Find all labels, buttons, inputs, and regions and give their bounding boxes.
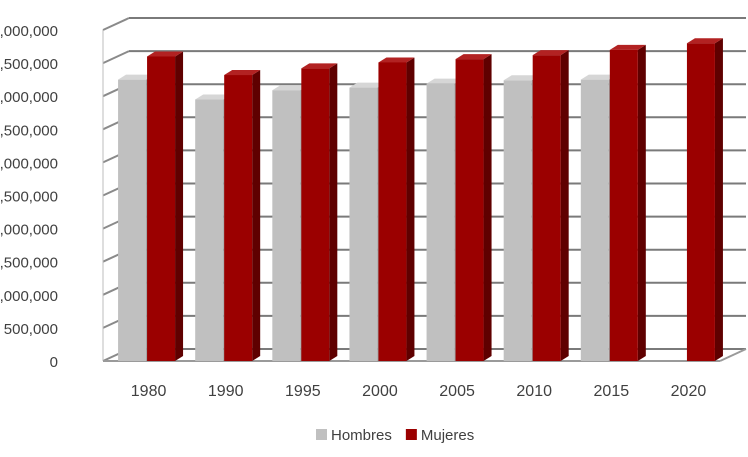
y-tick-label: 4,500,000 (0, 56, 58, 73)
x-tick-label: 2015 (594, 383, 630, 400)
gridline-depth-edge (102, 17, 130, 31)
legend-swatch-hombres (316, 429, 327, 440)
bar-side-mujeres (637, 44, 646, 362)
bar-mujeres (378, 62, 407, 362)
x-tick-label: 1995 (285, 383, 321, 400)
bar-mujeres (147, 56, 176, 361)
bar-mujeres (224, 75, 253, 362)
x-tick-label: 2005 (439, 383, 475, 400)
y-tick-label: 5,000,000 (0, 23, 58, 40)
y-tick-label: 3,500,000 (0, 122, 58, 139)
x-tick-label: 2000 (362, 383, 398, 400)
y-tick-label: 4,000,000 (0, 89, 58, 106)
bar-side-mujeres (483, 54, 492, 362)
bar-top-hombres (426, 78, 463, 84)
bar-side-mujeres (560, 50, 569, 361)
bar-mujeres (301, 68, 330, 362)
bar-hombres (272, 90, 301, 361)
x-tick-label: 2010 (516, 383, 552, 400)
bar-hombres (580, 79, 609, 362)
x-tick-label: 1980 (131, 383, 167, 400)
bar-top-mujeres (224, 70, 261, 76)
bar-top-mujeres (686, 38, 723, 44)
x-tick-label: 2020 (671, 383, 707, 400)
bar-top-mujeres (532, 50, 569, 56)
y-tick-label: 3,000,000 (0, 155, 58, 172)
y-tick-label: 2,500,000 (0, 189, 58, 206)
bar-top-hombres (349, 82, 386, 88)
legend-label-hombres: Hombres (331, 427, 392, 444)
bar-hombres (195, 99, 224, 361)
bar-hombres (118, 79, 147, 362)
bar-mujeres (609, 49, 638, 362)
bar-top-hombres (580, 74, 617, 80)
bar-top-hombres (118, 74, 155, 80)
bar-side-mujeres (175, 51, 184, 361)
bar-top-mujeres (378, 57, 415, 63)
bar-mujeres (455, 59, 484, 362)
bar-side-mujeres (329, 63, 338, 362)
bar-side-mujeres (406, 57, 415, 362)
bar-side-mujeres (714, 38, 723, 362)
y-tick-label: 2,000,000 (0, 222, 58, 239)
bar-hombres (426, 83, 455, 361)
bar-top-hombres (272, 85, 309, 91)
bar-hombres (503, 80, 532, 361)
y-tick-label: 0 (50, 354, 58, 371)
bar-side-mujeres (252, 70, 261, 362)
floor-right-edge (719, 348, 747, 362)
bar-top-mujeres (609, 44, 646, 50)
bar-hombres (349, 87, 378, 362)
bar-mujeres (686, 43, 715, 362)
y-tick-label: 1,500,000 (0, 255, 58, 272)
legend-swatch-mujeres (405, 429, 417, 440)
bar-top-mujeres (147, 51, 184, 57)
bar-mujeres (532, 55, 561, 361)
x-tick-label: 1990 (208, 383, 244, 400)
y-tick-label: 500,000 (4, 321, 58, 338)
bar-top-hombres (195, 94, 232, 100)
bar-top-mujeres (455, 54, 492, 60)
y-tick-label: 1,000,000 (0, 288, 58, 305)
bar-top-hombres (503, 75, 540, 81)
gridline-depth-edge (102, 50, 130, 65)
legend-label-mujeres: Mujeres (421, 427, 474, 444)
bar-top-mujeres (301, 63, 338, 69)
